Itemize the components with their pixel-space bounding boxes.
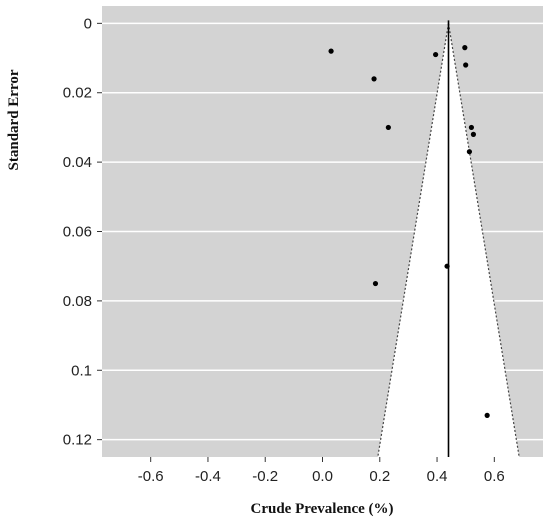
data-point [484, 412, 490, 418]
data-points [328, 45, 490, 418]
data-point [444, 263, 450, 269]
y-tick-label: 0.12 [63, 432, 92, 449]
y-tick-label: 0.1 [71, 362, 92, 379]
x-tick-label: -0.2 [252, 468, 278, 485]
x-tick-label: 0.2 [369, 468, 390, 485]
data-point [470, 131, 477, 137]
data-point [466, 149, 473, 155]
y-tick-label: 0.06 [63, 224, 92, 241]
x-tick-label: 0.0 [312, 468, 333, 485]
data-point [372, 280, 379, 287]
x-axis-title: Crude Prevalence (%) [250, 501, 393, 517]
x-tick-label: 0.4 [427, 468, 448, 485]
data-point [462, 45, 468, 51]
y-tick-label: 0.08 [63, 293, 92, 310]
x-axis-ticks: -0.6 -0.4 -0.2 0.0 0.2 0.4 0.6 [138, 457, 505, 485]
y-axis-title: Standard Error [6, 69, 22, 170]
x-tick-label: -0.4 [195, 468, 221, 485]
x-tick-label: -0.6 [138, 468, 164, 485]
data-point [468, 124, 475, 131]
data-point [433, 51, 439, 58]
y-tick-label: 0 [84, 15, 92, 32]
funnel-left-bound [377, 23, 450, 458]
data-point [328, 48, 334, 54]
y-axis-ticks: 0 0.02 0.04 0.06 0.08 0.1 0.12 [63, 15, 102, 449]
data-point [463, 62, 469, 68]
x-tick-label: 0.6 [484, 468, 505, 485]
data-point [385, 124, 391, 131]
data-point [371, 76, 377, 82]
funnel-right-bound [447, 23, 520, 458]
y-tick-label: 0.04 [63, 154, 92, 171]
y-tick-label: 0.02 [63, 85, 92, 102]
